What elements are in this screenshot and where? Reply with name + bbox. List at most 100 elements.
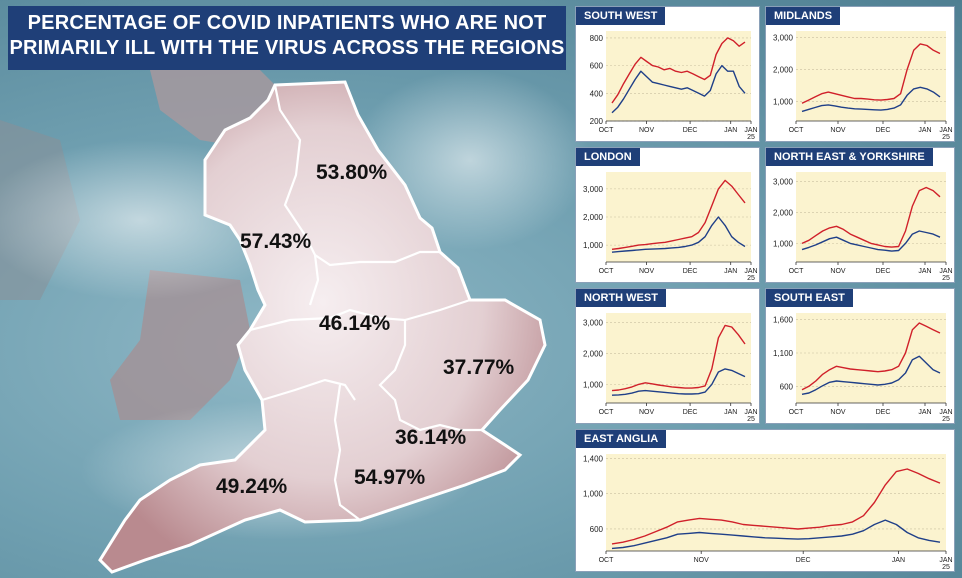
y-tick-label: 3,000 xyxy=(583,318,604,327)
x-tick-label: JAN 25 xyxy=(744,268,757,282)
label-north-east-yorkshire: 53.80% xyxy=(316,161,388,184)
chart-title: SOUTH EAST xyxy=(766,289,853,307)
x-tick-label: NOV xyxy=(639,409,655,416)
y-tick-label: 600 xyxy=(780,382,794,391)
y-tick-label: 2,000 xyxy=(773,208,794,217)
y-tick-label: 1,000 xyxy=(773,239,794,248)
x-tick-label: JAN 25 xyxy=(939,409,952,423)
y-tick-label: 3,000 xyxy=(583,185,604,194)
x-tick-label: DEC xyxy=(796,557,811,564)
wales-landmass xyxy=(110,270,250,420)
y-tick-label: 1,400 xyxy=(583,454,604,463)
red-series-line xyxy=(801,186,941,248)
blue-series-line xyxy=(611,519,941,550)
x-tick-label: JAN 25 xyxy=(939,127,952,141)
blue-series-line xyxy=(801,230,941,252)
x-tick-label: NOV xyxy=(830,409,846,416)
x-tick-label: JAN xyxy=(918,409,931,416)
plot-background xyxy=(796,172,946,262)
y-tick-label: 800 xyxy=(590,34,604,43)
y-tick-label: 2,000 xyxy=(583,213,604,222)
y-tick-label: 400 xyxy=(590,89,604,98)
headline-banner: PERCENTAGE OF COVID INPATIENTS WHO ARE N… xyxy=(8,6,566,70)
plot-background xyxy=(606,454,946,551)
label-north-west: 57.43% xyxy=(240,230,312,253)
headline-line-1: PERCENTAGE OF COVID INPATIENTS WHO ARE N… xyxy=(27,12,547,34)
chart-panel-east-anglia: 1,400 1,000 600 OCT NOV DEC JAN JAN 25 EAST ANGL… xyxy=(575,429,955,572)
chart-panel-midlands: 3,000 2,000 1,000 OCT NOV DEC JAN JAN 25 MIDLAND… xyxy=(765,6,955,142)
y-tick-label: 1,000 xyxy=(583,241,604,250)
red-series-line xyxy=(611,179,746,250)
y-tick-label: 600 xyxy=(590,525,604,534)
red-series-line xyxy=(801,43,941,104)
red-series-line xyxy=(801,322,941,391)
y-tick-label: 2,000 xyxy=(773,66,794,75)
plot-background xyxy=(606,31,751,121)
blue-series-line xyxy=(611,216,746,253)
chart-svg: 3,000 2,000 1,000 OCT NOV DEC JAN JAN 25 xyxy=(583,313,758,423)
x-tick-label: JAN xyxy=(724,409,737,416)
x-tick-label: OCT xyxy=(599,409,615,416)
chart-title: EAST ANGLIA xyxy=(576,430,667,448)
x-tick-label: NOV xyxy=(830,268,846,275)
blue-series-line xyxy=(801,355,941,395)
y-tick-label: 3,000 xyxy=(773,33,794,42)
england-outline xyxy=(98,80,547,574)
x-tick-label: OCT xyxy=(599,127,615,134)
x-tick-label: NOV xyxy=(694,557,710,564)
x-tick-label: DEC xyxy=(683,409,698,416)
chart-title: NORTH WEST xyxy=(576,289,666,307)
chart-svg: 3,000 2,000 1,000 OCT NOV DEC JAN JAN 25 xyxy=(773,31,953,141)
x-tick-label: DEC xyxy=(683,268,698,275)
x-tick-label: JAN xyxy=(892,557,905,564)
x-tick-label: JAN xyxy=(918,268,931,275)
red-series-line xyxy=(611,37,746,104)
y-tick-label: 2,000 xyxy=(583,349,604,358)
x-tick-label: OCT xyxy=(789,127,805,134)
x-tick-label: JAN xyxy=(918,127,931,134)
blue-series-line xyxy=(611,368,746,396)
chart-title: LONDON xyxy=(576,148,640,166)
chart-svg: 3,000 2,000 1,000 OCT NOV DEC JAN JAN 25 xyxy=(583,172,758,282)
x-tick-label: OCT xyxy=(789,268,805,275)
chart-svg: 1,600 1,100 600 OCT NOV DEC JAN JAN 25 xyxy=(773,313,953,423)
chart-panel-south-east: 1,600 1,100 600 OCT NOV DEC JAN JAN 25 SOUTH EAS… xyxy=(765,288,955,424)
label-london: 36.14% xyxy=(395,426,467,449)
x-tick-label: OCT xyxy=(789,409,805,416)
x-tick-label: JAN 25 xyxy=(744,409,757,423)
chart-title: SOUTH WEST xyxy=(576,7,666,25)
x-tick-label: DEC xyxy=(876,268,891,275)
plot-background xyxy=(796,313,946,403)
label-south-west: 49.24% xyxy=(216,475,288,498)
x-tick-label: JAN 25 xyxy=(939,268,952,282)
chart-title: NORTH EAST & YORKSHIRE xyxy=(766,148,933,166)
x-tick-label: NOV xyxy=(639,268,655,275)
chart-title: MIDLANDS xyxy=(766,7,841,25)
x-tick-label: NOV xyxy=(830,127,846,134)
label-east-of-england: 37.77% xyxy=(443,356,515,379)
chart-svg: 3,000 2,000 1,000 OCT NOV DEC JAN JAN 25 xyxy=(773,172,953,282)
chart-panel-north-west: 3,000 2,000 1,000 OCT NOV DEC JAN JAN 25 NORTH W… xyxy=(575,288,760,424)
chart-panel-south-west: 800 600 400 200 OCT NOV DEC JAN JAN 25 SOUTH WEST xyxy=(575,6,760,142)
label-midlands: 46.14% xyxy=(319,312,391,335)
x-tick-label: JAN 25 xyxy=(939,557,952,571)
headline-line-2: PRIMARILY ILL WITH THE VIRUS ACROSS THE … xyxy=(9,37,565,59)
x-tick-label: JAN xyxy=(724,127,737,134)
blue-series-line xyxy=(611,64,746,114)
y-tick-label: 1,000 xyxy=(773,98,794,107)
y-tick-label: 1,100 xyxy=(773,349,794,358)
chart-svg: 1,400 1,000 600 OCT NOV DEC JAN JAN 25 xyxy=(583,454,953,571)
y-tick-label: 600 xyxy=(590,62,604,71)
x-tick-label: DEC xyxy=(683,127,698,134)
chart-panel-north-east-yorkshire: 3,000 2,000 1,000 OCT NOV DEC JAN JAN 25 NORTH E… xyxy=(765,147,955,283)
red-series-line xyxy=(611,324,746,392)
x-tick-label: OCT xyxy=(599,268,615,275)
label-south-east: 54.97% xyxy=(354,466,426,489)
x-tick-label: NOV xyxy=(639,127,655,134)
region-boundaries xyxy=(249,84,482,521)
blue-series-line xyxy=(801,86,941,113)
red-series-line xyxy=(611,468,941,545)
y-tick-label: 1,000 xyxy=(583,490,604,499)
